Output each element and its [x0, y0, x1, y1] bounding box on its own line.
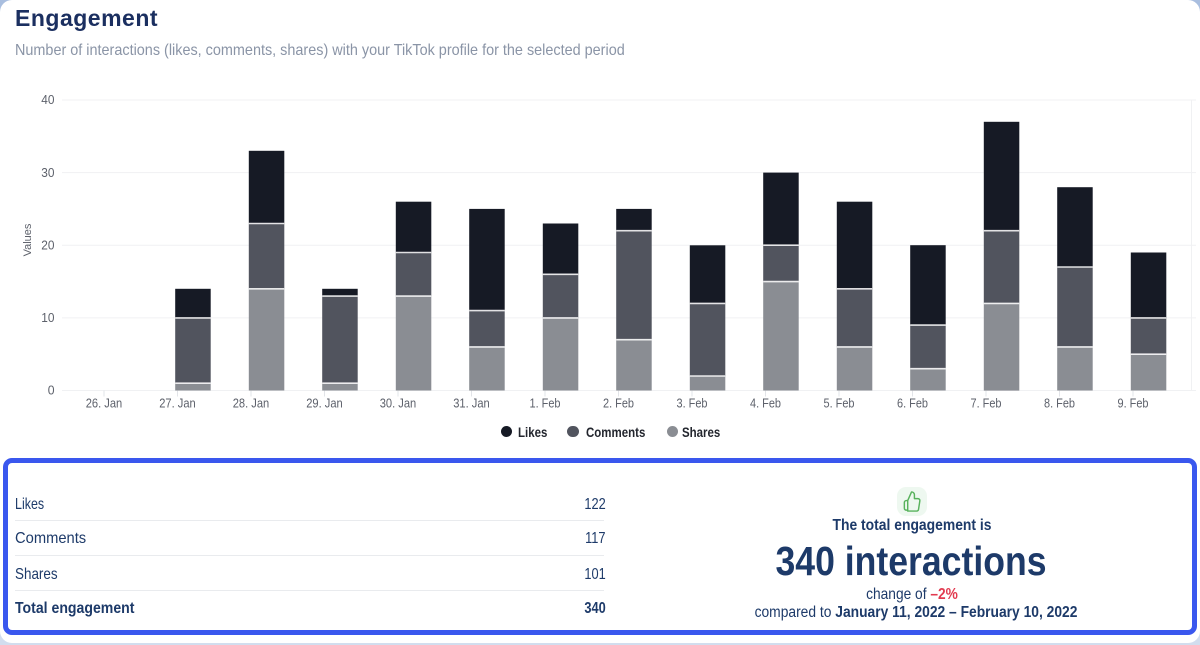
svg-text:7. Feb: 7. Feb [971, 397, 1002, 411]
svg-text:30: 30 [41, 166, 54, 180]
svg-text:2. Feb: 2. Feb [603, 397, 634, 411]
svg-text:30. Jan: 30. Jan [380, 397, 417, 411]
svg-text:20: 20 [41, 238, 54, 252]
svg-text:0: 0 [48, 384, 55, 398]
svg-text:27. Jan: 27. Jan [159, 397, 196, 411]
svg-text:10: 10 [41, 311, 54, 325]
svg-text:40: 40 [41, 93, 54, 107]
svg-text:26. Jan: 26. Jan [86, 397, 123, 411]
svg-text:28. Jan: 28. Jan [233, 397, 270, 411]
svg-text:6. Feb: 6. Feb [897, 397, 928, 411]
svg-text:3. Feb: 3. Feb [677, 397, 708, 411]
svg-text:5. Feb: 5. Feb [824, 397, 855, 411]
svg-text:4. Feb: 4. Feb [750, 397, 781, 411]
svg-text:29. Jan: 29. Jan [306, 397, 343, 411]
svg-text:1. Feb: 1. Feb [530, 397, 561, 411]
svg-text:8. Feb: 8. Feb [1044, 397, 1075, 411]
svg-text:31. Jan: 31. Jan [453, 397, 490, 411]
svg-text:Values: Values [22, 223, 34, 256]
svg-text:9. Feb: 9. Feb [1118, 397, 1149, 411]
